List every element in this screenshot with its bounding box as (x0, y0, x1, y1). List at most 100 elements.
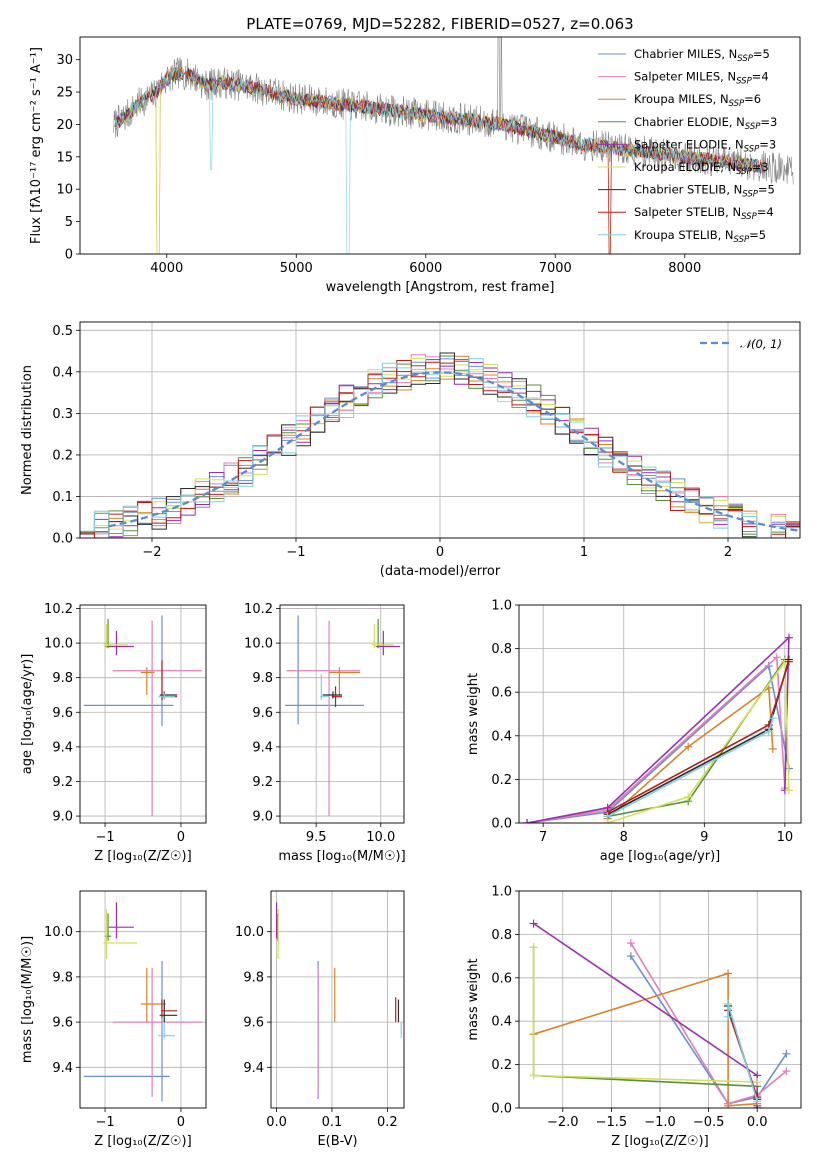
weight-marker (626, 939, 635, 948)
x-tick-label: 10 (777, 830, 794, 845)
x-tick-label: 0 (177, 1115, 185, 1130)
error-bar-point (320, 674, 330, 701)
x-tick-label: 0 (177, 830, 185, 845)
error-bar-point (158, 693, 175, 701)
error-bar-point (105, 618, 112, 649)
y-tick-label: 9.4 (52, 740, 73, 755)
weight_vs_Z-frame (518, 890, 802, 1109)
y-tick-label: 0.0 (52, 532, 73, 547)
weight-line (607, 659, 790, 816)
weight-marker (772, 653, 781, 662)
error-bar-point (371, 624, 394, 649)
x-tick-label: 8 (620, 830, 628, 845)
y-tick-label: 0.0 (491, 817, 512, 832)
residual-histogram-line (80, 358, 800, 538)
model-spectrum-line (114, 67, 765, 254)
weight-marker (529, 1071, 538, 1080)
x-tick-label: −2 (142, 545, 161, 560)
y-tick-label: 0.4 (52, 365, 73, 380)
y-tick-label: 9.4 (252, 740, 273, 755)
weight-marker (768, 744, 777, 753)
x-tick-label: 10.0 (366, 830, 395, 845)
residuals-panel: −2 −1 0 1 2 0.0 0.1 0.2 0.3 0.4 0.5 (data-model)/er… (20, 321, 801, 579)
legend-entry: Kroupa MILES, NSSP=6 (634, 92, 761, 109)
mass_vs_Z-points (83, 902, 203, 1102)
mass_vs_Z-panel: −1 0 9.4 9.6 9.8 10.0 Z [log₁₀(Z/Z☉)] mass [log… (20, 890, 207, 1149)
legend-entry: Salpeter STELIB, NSSP=4 (634, 205, 774, 222)
weight-marker (753, 1097, 762, 1106)
y-tick-label: 9.8 (52, 970, 73, 985)
weight-marker (768, 714, 777, 723)
x-axis-label: mass [log₁₀(M/M☉)] (278, 849, 405, 864)
x-tick-label: 6000 (409, 261, 442, 276)
legend-entry: Chabrier STELIB, NSSP=5 (634, 183, 775, 200)
y-tick-label: 9.6 (243, 1016, 264, 1031)
legend-entry: Chabrier MILES, NSSP=5 (634, 47, 770, 64)
mass_vs_Z-frame (79, 890, 207, 1109)
y-tick-label: 9.4 (52, 1061, 73, 1076)
y-tick-label: 20 (56, 118, 73, 133)
x-tick-label: 9 (700, 830, 708, 845)
x-axis-label: E(B-V) (317, 1134, 357, 1149)
x-tick-label: −1.5 (596, 1115, 628, 1130)
y-tick-label: 30 (56, 53, 73, 68)
legend-entry: Kroupa ELODIE, NSSP=3 (634, 160, 769, 177)
residual-histogram-line (80, 359, 800, 538)
weight-line (533, 972, 758, 1107)
spectrum-legend: Chabrier MILES, NSSP=5 Salpeter MILES, NS… (598, 47, 777, 245)
error-bar-point (161, 999, 178, 1018)
y-tick-label: 0.8 (491, 928, 512, 943)
weight-marker (784, 786, 793, 795)
error-bar-point (112, 620, 203, 817)
weight-line (607, 661, 790, 813)
y-tick-label: 10.0 (44, 925, 73, 940)
weight-marker (724, 969, 733, 978)
y-tick-label: 25 (56, 86, 73, 101)
y-tick-label: 9.8 (252, 671, 273, 686)
weight-marker (529, 919, 538, 928)
weight-line (607, 659, 790, 823)
y-tick-label: 0.5 (52, 324, 73, 339)
error-bar-point (83, 961, 170, 1102)
weight-marker (782, 1049, 791, 1058)
x-tick-label: 1 (580, 545, 588, 560)
error-bar-point (286, 620, 361, 817)
weight-marker (529, 943, 538, 952)
y-tick-label: 9.2 (52, 775, 73, 790)
y-axis-label: mass weight (466, 958, 481, 1040)
spectrum-lines (113, 37, 794, 254)
x-axis-label: age [log₁₀(age/yr)] (600, 849, 721, 864)
model-spectrum-line (114, 67, 765, 254)
y-tick-label: 0.6 (491, 686, 512, 701)
legend-entry: 𝒩(0, 1) (740, 337, 782, 351)
x-tick-label: 0.0 (747, 1115, 768, 1130)
weight_vs_Z-axes: −2.0 −1.5 −1.0 −0.5 0.0 0.0 0.2 0.4 0.6 0.8 1.0 Z [… (466, 885, 801, 1149)
residuals-frame (79, 321, 801, 539)
weight-line (526, 655, 786, 823)
mass_vs_EBV-panel: 0.0 0.1 0.2 9.4 9.6 9.8 10.0 E(B-V) (235, 890, 405, 1149)
x-tick-label: −0.5 (693, 1115, 725, 1130)
y-axis-label: Normed distribution (20, 365, 35, 495)
error-bar-point (161, 660, 178, 701)
legend-entry: Chabrier ELODIE, NSSP=3 (634, 115, 777, 132)
error-bar-point (285, 615, 364, 725)
x-tick-label: 0.1 (322, 1115, 343, 1130)
y-tick-label: 0.1 (52, 490, 73, 505)
y-tick-label: 0.2 (491, 1058, 512, 1073)
mass_vs_Z-axes: −1 0 9.4 9.6 9.8 10.0 Z [log₁₀(Z/Z☉)] mass [log… (20, 891, 206, 1149)
x-axis-label: (data-model)/error (380, 564, 501, 579)
weight-marker (523, 819, 532, 823)
residuals-legend: 𝒩(0, 1) (700, 337, 782, 351)
weight-marker (684, 742, 693, 751)
weight-marker (724, 999, 733, 1008)
x-tick-label: −2.0 (547, 1115, 579, 1130)
error-bar-point (112, 967, 203, 1097)
x-tick-label: 7 (539, 830, 547, 845)
x-tick-label: 5000 (280, 261, 313, 276)
y-tick-label: 0.8 (491, 642, 512, 657)
x-tick-label: 4000 (150, 261, 183, 276)
y-tick-label: 9.6 (52, 1016, 73, 1031)
figure-title: PLATE=0769, MJD=52282, FIBERID=0527, z=0… (246, 15, 633, 33)
error-bar-point (103, 909, 137, 959)
